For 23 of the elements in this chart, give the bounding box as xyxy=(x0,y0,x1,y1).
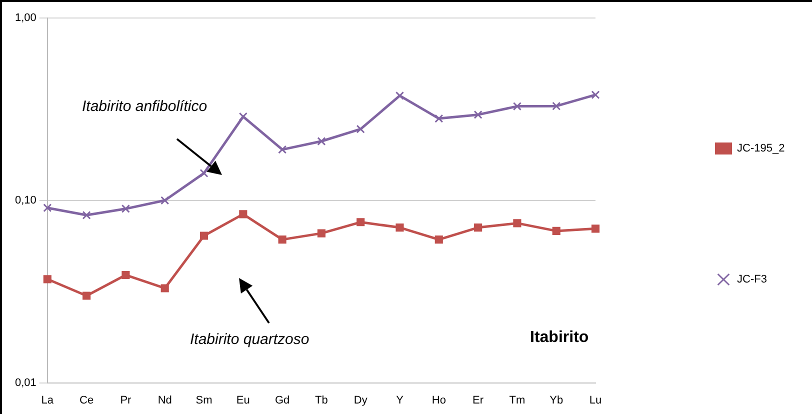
legend-label: JC-F3 xyxy=(737,274,767,286)
x-tick-label: Dy xyxy=(354,394,368,406)
x-tick-label: Er xyxy=(472,394,484,406)
x-tick-label: Tb xyxy=(315,394,328,406)
y-tick-label: 0,10 xyxy=(14,194,36,206)
x-tick-label: Ho xyxy=(432,394,446,406)
legend-label: JC-195_2 xyxy=(737,142,785,155)
x-tick-label: Y xyxy=(396,394,404,406)
x-tick-label: Gd xyxy=(274,394,290,406)
y-tick-label: 0,01 xyxy=(14,376,36,389)
annotation: Itabirito quartzoso xyxy=(190,331,310,348)
annotation: Itabirito xyxy=(530,329,589,347)
x-tick-label: Eu xyxy=(236,394,250,406)
x-tick-label: Pr xyxy=(120,394,132,406)
annotation: Itabirito anfibolítico xyxy=(82,98,208,115)
y-tick-label: 1,00 xyxy=(14,12,36,24)
x-tick-label: Nd xyxy=(158,394,172,406)
x-tick-label: Sm xyxy=(196,394,212,406)
x-tick-label: Ce xyxy=(80,394,94,406)
x-tick-label: Yb xyxy=(550,394,564,406)
x-tick-label: Lu xyxy=(589,394,602,406)
x-tick-label: La xyxy=(41,394,54,406)
x-tick-label: Tm xyxy=(509,394,526,406)
